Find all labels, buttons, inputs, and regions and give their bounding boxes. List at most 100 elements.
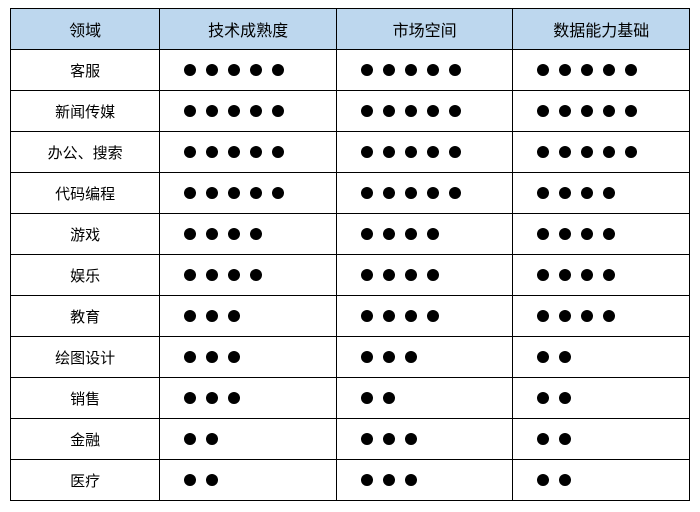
rating-dot-icon	[272, 64, 284, 76]
rating-dot-icon	[449, 64, 461, 76]
rating-dot-icon	[228, 228, 240, 240]
domain-cell: 娱乐	[11, 255, 160, 296]
score-cell	[513, 50, 690, 91]
rating-dot-icon	[559, 105, 571, 117]
score-cell	[513, 255, 690, 296]
rating-dot-icon	[250, 187, 262, 199]
rating-dot-icon	[206, 146, 218, 158]
score-cell	[336, 378, 513, 419]
score-cell	[160, 173, 337, 214]
score-cell	[160, 419, 337, 460]
rating-dot-icon	[361, 146, 373, 158]
rating-dot-icon	[559, 310, 571, 322]
rating-dot-icon	[537, 474, 549, 486]
col-header-market-space: 市场空间	[336, 9, 513, 50]
rating-dot-icon	[184, 269, 196, 281]
rating-dot-icon	[184, 310, 196, 322]
table-row: 客服	[11, 50, 690, 91]
rating-dot-icon	[449, 146, 461, 158]
rating-dot-icon	[361, 351, 373, 363]
rating-dot-icon	[559, 228, 571, 240]
table-row: 金融	[11, 419, 690, 460]
rating-dot-icon	[603, 187, 615, 199]
rating-dot-icon	[559, 146, 571, 158]
score-cell	[160, 255, 337, 296]
rating-dot-icon	[383, 433, 395, 445]
rating-dot-icon	[405, 474, 417, 486]
rating-dot-icon	[206, 269, 218, 281]
rating-dot-icon	[228, 105, 240, 117]
rating-dot-icon	[383, 187, 395, 199]
rating-dot-icon	[361, 105, 373, 117]
rating-dot-icon	[228, 187, 240, 199]
domain-cell: 游戏	[11, 214, 160, 255]
rating-dot-icon	[537, 269, 549, 281]
rating-dot-icon	[206, 105, 218, 117]
rating-dot-icon	[250, 228, 262, 240]
score-cell	[160, 132, 337, 173]
rating-dot-icon	[228, 269, 240, 281]
rating-dot-icon	[603, 105, 615, 117]
header-row: 领域 技术成熟度 市场空间 数据能力基础	[11, 9, 690, 50]
rating-dot-icon	[361, 269, 373, 281]
rating-dot-icon	[559, 269, 571, 281]
rating-dot-icon	[361, 64, 373, 76]
rating-dot-icon	[206, 64, 218, 76]
rating-dot-icon	[427, 105, 439, 117]
score-cell	[160, 91, 337, 132]
rating-dot-icon	[559, 64, 571, 76]
score-cell	[160, 50, 337, 91]
score-cell	[160, 337, 337, 378]
rating-dot-icon	[184, 351, 196, 363]
score-cell	[336, 173, 513, 214]
rating-dot-icon	[361, 228, 373, 240]
domain-cell: 代码编程	[11, 173, 160, 214]
rating-dot-icon	[250, 269, 262, 281]
score-cell	[513, 214, 690, 255]
score-cell	[336, 132, 513, 173]
rating-dot-icon	[184, 433, 196, 445]
rating-dot-icon	[272, 187, 284, 199]
table-row: 娱乐	[11, 255, 690, 296]
score-cell	[336, 337, 513, 378]
rating-dot-icon	[405, 64, 417, 76]
rating-dot-icon	[250, 64, 262, 76]
rating-dot-icon	[228, 392, 240, 404]
rating-dot-icon	[361, 187, 373, 199]
rating-dot-icon	[206, 433, 218, 445]
score-cell	[336, 460, 513, 501]
rating-dot-icon	[559, 187, 571, 199]
rating-dot-icon	[383, 474, 395, 486]
rating-dot-icon	[405, 105, 417, 117]
table-row: 代码编程	[11, 173, 690, 214]
rating-dot-icon	[361, 433, 373, 445]
rating-dot-icon	[228, 351, 240, 363]
col-header-data-capability: 数据能力基础	[513, 9, 690, 50]
table-row: 办公、搜索	[11, 132, 690, 173]
score-cell	[513, 419, 690, 460]
score-cell	[513, 173, 690, 214]
score-cell	[336, 296, 513, 337]
score-cell	[160, 296, 337, 337]
rating-dot-icon	[581, 187, 593, 199]
rating-dot-icon	[405, 310, 417, 322]
rating-dot-icon	[581, 146, 593, 158]
rating-dot-icon	[361, 392, 373, 404]
score-cell	[160, 378, 337, 419]
rating-dot-icon	[603, 269, 615, 281]
rating-dot-icon	[228, 64, 240, 76]
rating-dot-icon	[383, 351, 395, 363]
rating-dot-icon	[427, 310, 439, 322]
domain-cell: 销售	[11, 378, 160, 419]
rating-dot-icon	[405, 187, 417, 199]
rating-dot-icon	[405, 433, 417, 445]
domain-cell: 教育	[11, 296, 160, 337]
rating-dot-icon	[184, 105, 196, 117]
rating-dot-icon	[184, 187, 196, 199]
domain-cell: 办公、搜索	[11, 132, 160, 173]
rating-dot-icon	[228, 146, 240, 158]
rating-dot-icon	[206, 310, 218, 322]
rating-dot-icon	[581, 105, 593, 117]
score-cell	[513, 460, 690, 501]
rating-dot-icon	[625, 146, 637, 158]
